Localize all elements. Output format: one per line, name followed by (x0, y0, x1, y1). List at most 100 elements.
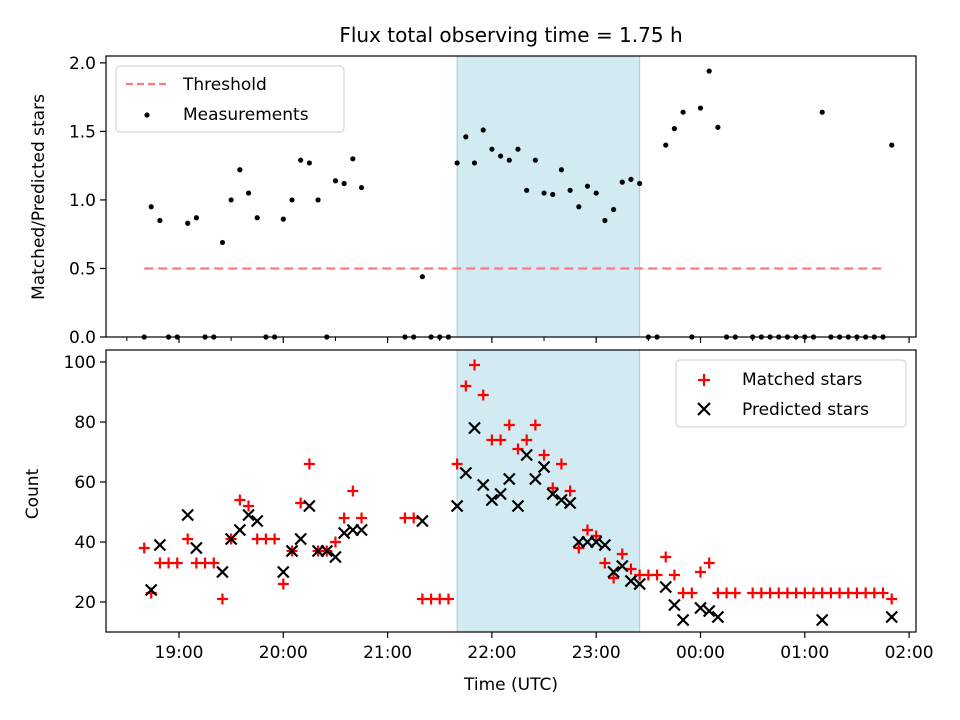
predicted-star-point (694, 601, 707, 615)
measurement-point (524, 187, 530, 193)
matched-star-point (451, 458, 463, 470)
matched-star-point (295, 497, 307, 509)
predicted-star-point (233, 523, 247, 537)
matched-star-point (521, 434, 533, 446)
matched-star-point (590, 530, 602, 542)
predicted-star-point (520, 448, 533, 462)
predicted-star-point (537, 460, 551, 474)
measurement-point (697, 105, 704, 111)
bottom-x-axis: 19:00 20:00 21:00 22:00 23:00 00:00 01:00 02:00 (155, 632, 934, 663)
predicted-star-point (216, 565, 229, 579)
predicted-star-point (181, 508, 194, 522)
matched-star-point (555, 458, 567, 470)
matched-star-point (668, 569, 680, 581)
measurement-point (515, 146, 521, 152)
predicted-star-point (416, 514, 429, 528)
matched-star-point (171, 557, 183, 569)
measurement-point (506, 157, 512, 163)
matched-star-point (338, 512, 350, 524)
predicted-star-point (885, 610, 898, 624)
matched-star-point (503, 419, 515, 431)
measurement-point (463, 134, 469, 140)
measurement-point (254, 215, 260, 221)
matched-star-point (660, 551, 672, 563)
predicted-star-point (668, 598, 681, 612)
measurement-point (289, 197, 295, 203)
matched-star-point (608, 572, 620, 584)
predicted-star-point (633, 577, 646, 591)
bottom-panel: 20 40 60 80 100 19:00 20:00 21:00 22:00 23:00 00:… (23, 349, 934, 695)
x-tick-label: 02:00 (885, 643, 934, 663)
matched-star-point (216, 593, 228, 605)
matched-star-point (886, 593, 898, 605)
x-tick-label: 22:00 (467, 643, 516, 663)
measurement-point (558, 167, 565, 173)
bottom-y-tick-label: 40 (74, 533, 96, 553)
matched-star-point (582, 524, 594, 536)
matched-star-point (573, 542, 585, 554)
matched-star-point (599, 557, 611, 569)
measurement-point (148, 204, 154, 210)
matched-star-point (442, 593, 454, 605)
measurement-point (671, 126, 678, 132)
top-y-axis: 0.0 0.5 1.0 1.5 2.0 (69, 54, 106, 348)
x-tick-label: 01:00 (780, 643, 829, 663)
x-tick-label: 23:00 (572, 643, 621, 663)
matched-star-point (547, 482, 559, 494)
measurement-point (532, 157, 538, 163)
x-tick-label: 19:00 (155, 643, 204, 663)
predicted-star-point (529, 472, 542, 486)
predicted-star-point (563, 496, 577, 510)
matched-star-point (356, 512, 368, 524)
measurement-point (332, 178, 339, 184)
top-y-tick-label: 0.5 (69, 259, 96, 279)
measurement-point (610, 206, 617, 213)
matched-star-point (303, 458, 315, 470)
predicted-star-point (459, 466, 473, 480)
predicted-star-point (503, 472, 516, 486)
predicted-star-point (485, 493, 499, 507)
measurement-point (157, 217, 163, 224)
predicted-star-point (153, 538, 167, 552)
predicted-star-point (190, 541, 203, 555)
predicted-star-point (589, 535, 603, 549)
measurement-point (454, 160, 460, 166)
measurement-point (341, 180, 347, 187)
predicted-star-point (494, 487, 507, 501)
matched-star-point (469, 359, 481, 371)
measurement-point (550, 191, 556, 198)
bottom-legend-box (675, 359, 907, 428)
matched-star-point (277, 578, 289, 590)
matched-star-point (243, 500, 255, 512)
predicted-star-point (285, 544, 299, 558)
measurement-point (584, 183, 591, 189)
measurement-point (350, 156, 356, 162)
measurement-point (237, 167, 243, 173)
predicted-star-point (676, 613, 690, 627)
bottom-legend: Matched stars Predicted stars (675, 359, 907, 428)
predicted-star-point (250, 514, 264, 528)
bottom-y-tick-label: 80 (74, 413, 96, 433)
measurement-point (819, 109, 825, 115)
top-y-tick-label: 1.5 (69, 122, 96, 142)
matched-star-point (695, 566, 706, 578)
measurement-point (541, 190, 547, 196)
measurement-point (219, 239, 226, 246)
bottom-y-axis: 20 40 60 80 100 (64, 353, 106, 613)
top-x-ticks (126, 337, 910, 343)
bottom-marks (138, 359, 898, 627)
chart-title: Flux total observing time = 1.75 h (339, 23, 682, 47)
matched-star-point (538, 449, 550, 461)
predicted-star-point (337, 526, 351, 540)
measurement-point (567, 187, 573, 193)
matched-star-point (512, 443, 524, 455)
predicted-legend-label: Predicted stars (742, 400, 869, 420)
measurement-point (185, 220, 191, 226)
top-y-label: Matched/Predicted stars (29, 94, 49, 300)
measurement-point (637, 180, 643, 187)
matched-star-point (703, 557, 715, 569)
measurement-point (602, 217, 608, 224)
bottom-frame (105, 349, 917, 633)
predicted-star-point (450, 499, 464, 513)
